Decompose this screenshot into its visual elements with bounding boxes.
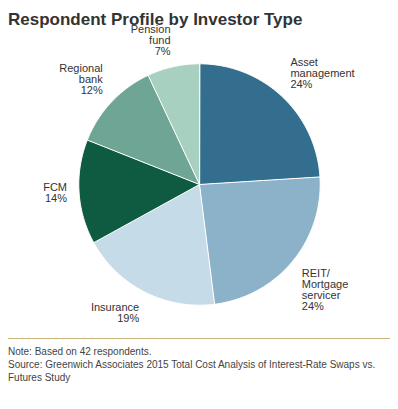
svg-text:Regionalbank12%: Regionalbank12% [59,62,103,96]
html-text:Note: Based on 42 respondents.: Note: Based on 42 respondents. [8,346,152,357]
html-text:Source: Greenwich Associates 2: Source: Greenwich Associates 2015 Total … [8,359,376,383]
svg-text:FCM14%: FCM14% [43,181,67,204]
svg-text:Insurance19%: Insurance19% [91,301,140,324]
html-text:Respondent Profile by Investor: Respondent Profile by Investor Type [8,10,303,29]
svg-text:Assetmanagement24%: Assetmanagement24% [290,56,354,90]
svg-text:Pensionfund7%: Pensionfund7% [131,23,171,57]
svg-text:REIT/Mortgageservicer24%: REIT/Mortgageservicer24% [302,267,348,312]
